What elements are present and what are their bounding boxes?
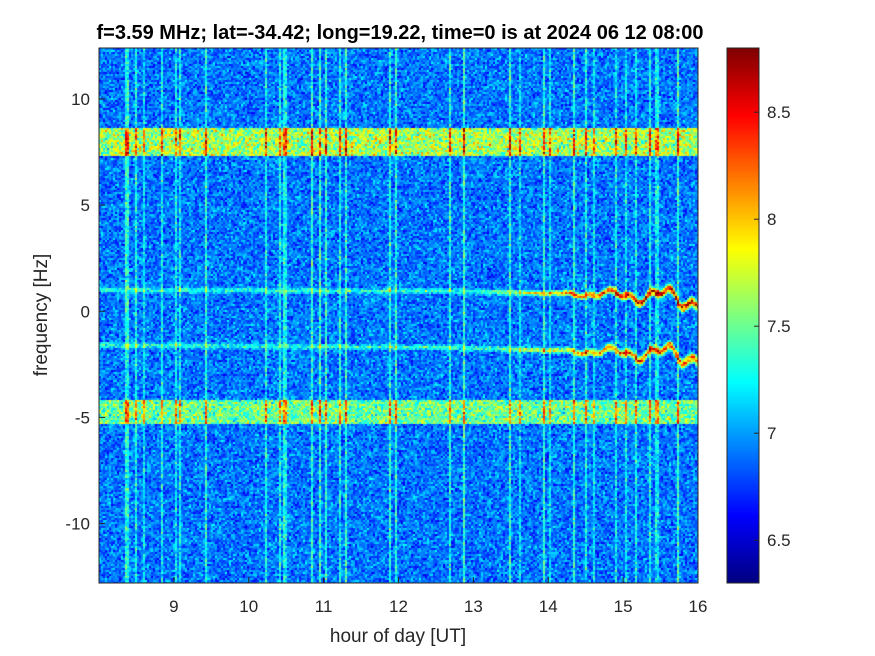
x-tick-label: 15 (614, 597, 633, 616)
x-axis-label: hour of day [UT] (330, 626, 466, 647)
x-tick-label: 16 (689, 597, 708, 616)
y-axis-label: frequency [Hz] (31, 254, 52, 377)
x-tick-label: 12 (389, 597, 408, 616)
x-tick-label: 13 (464, 597, 483, 616)
spectrogram-heatmap (99, 48, 698, 583)
colorbar-tick-label: 7 (767, 424, 776, 443)
x-tick-label: 9 (169, 597, 178, 616)
colorbar-gradient (727, 48, 759, 583)
x-tick-label: 10 (239, 597, 258, 616)
y-tick-label: -10 (65, 515, 90, 534)
colorbar-tick-label: 8 (767, 210, 776, 229)
colorbar: 6.5 7 7.5 8 8.5 (726, 47, 791, 584)
x-tick-label: 11 (315, 597, 333, 616)
colorbar-frame (726, 47, 760, 584)
colorbar-ticks: 6.5 7 7.5 8 8.5 (754, 103, 791, 550)
y-tick-label: -5 (75, 408, 90, 427)
plot-area (98, 47, 699, 584)
colorbar-tick-label: 7.5 (767, 317, 791, 336)
chart-title: f=3.59 MHz; lat=-34.42; long=19.22, time… (96, 22, 703, 44)
y-tick-label: 5 (81, 196, 90, 215)
colorbar-tick-label: 6.5 (767, 531, 791, 550)
y-tick-label: 10 (71, 90, 90, 109)
x-tick-label: 14 (539, 597, 558, 616)
y-tick-label: 0 (81, 302, 90, 321)
colorbar-tick-label: 8.5 (767, 103, 791, 122)
y-axis-ticks: -10 -5 0 5 10 (65, 90, 105, 534)
x-axis-ticks: 9 10 11 12 13 14 15 16 (169, 577, 707, 616)
